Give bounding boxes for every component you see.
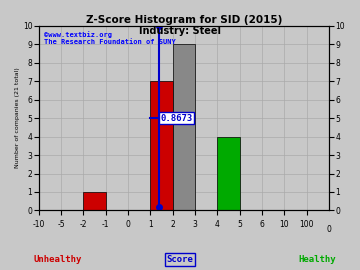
Text: ©www.textbiz.org
The Research Foundation of SUNY: ©www.textbiz.org The Research Foundation… <box>45 31 176 45</box>
Y-axis label: Number of companies (21 total): Number of companies (21 total) <box>15 68 20 168</box>
Title: Z-Score Histogram for SID (2015): Z-Score Histogram for SID (2015) <box>86 15 282 25</box>
Text: Score: Score <box>167 255 193 264</box>
Text: 0: 0 <box>327 225 332 234</box>
Text: Industry: Steel: Industry: Steel <box>139 26 221 36</box>
Text: 0.8673: 0.8673 <box>161 114 193 123</box>
Bar <box>150 81 173 211</box>
Text: Healthy: Healthy <box>298 255 336 264</box>
Bar <box>84 192 106 211</box>
Bar <box>173 44 195 211</box>
Bar <box>217 137 240 211</box>
Text: Unhealthy: Unhealthy <box>33 255 82 264</box>
